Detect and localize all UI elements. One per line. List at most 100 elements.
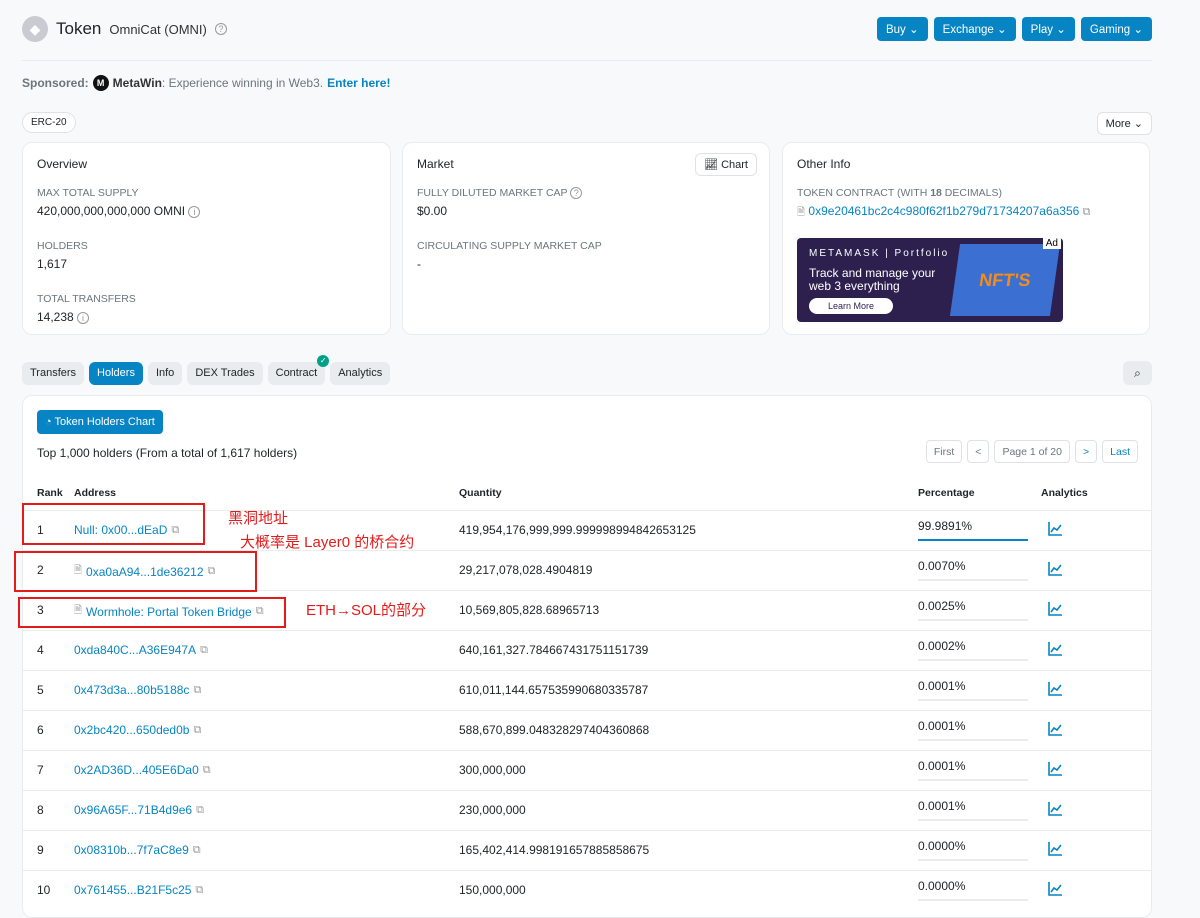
- rank: 4: [37, 643, 44, 657]
- tab-info[interactable]: Info: [147, 362, 183, 385]
- table-row: 10 0x761455...B21F5c25 ⧉ 150,000,000 0.00…: [23, 870, 1151, 910]
- analytics-chart-icon[interactable]: [1047, 681, 1063, 700]
- analytics-chart-icon[interactable]: [1047, 841, 1063, 860]
- last-page-button[interactable]: Last: [1102, 440, 1138, 463]
- annotation-text: 大概率是 Layer0 的桥合约: [240, 534, 415, 551]
- exchange-button[interactable]: Exchange ⌄: [933, 17, 1016, 41]
- table-row: 1 Null: 0x00...dEaD ⧉ 419,954,176,999,999…: [23, 510, 1151, 550]
- col-address: Address: [74, 487, 117, 499]
- page-title: Token: [56, 19, 102, 38]
- table-row: 3 🗎 Wormhole: Portal Token Bridge ⧉ 10,569…: [23, 590, 1151, 630]
- address-link[interactable]: 0x761455...B21F5c25: [74, 883, 192, 897]
- first-page-button[interactable]: First: [925, 440, 963, 463]
- percentage: 0.0001%: [918, 799, 1028, 821]
- address-cell: 0x2AD36D...405E6Da0 ⧉: [74, 763, 211, 777]
- address-link[interactable]: 0x473d3a...80b5188c: [74, 683, 190, 697]
- address-link[interactable]: 0x08310b...7f7aC8e9: [74, 843, 189, 857]
- tab-contract[interactable]: Contract ✓: [267, 355, 330, 385]
- analytics-chart-icon[interactable]: [1047, 801, 1063, 820]
- other-info-title: Other Info: [797, 157, 851, 171]
- table-row: 7 0x2AD36D...405E6Da0 ⧉ 300,000,000 0.000…: [23, 750, 1151, 790]
- copy-icon[interactable]: ⧉: [171, 523, 180, 536]
- copy-icon[interactable]: ⧉: [195, 883, 204, 896]
- token-holders-chart-button[interactable]: ◔ Token Holders Chart: [37, 410, 163, 434]
- fdmc-value: $0.00: [417, 204, 448, 218]
- sponsor-link[interactable]: Enter here!: [327, 76, 391, 90]
- tab-analytics[interactable]: Analytics: [330, 362, 391, 385]
- rank: 3: [37, 603, 44, 617]
- quantity: 588,670,899.048328297404360868: [459, 723, 650, 737]
- copy-icon[interactable]: ⧉: [200, 643, 208, 656]
- divider: [22, 60, 1152, 61]
- annotation-text: ETH→SOL的部分: [306, 602, 427, 619]
- address-link[interactable]: 0x2bc420...650ded0b: [74, 723, 190, 737]
- metamask-ad[interactable]: METAMASK | Portfolio Track and manage yo…: [797, 238, 1063, 322]
- transfers-value: 14,238 i: [37, 310, 376, 324]
- analytics-chart-icon[interactable]: [1047, 881, 1063, 900]
- market-card: Market 📈︎ Chart FULLY DILUTED MARKET CAP…: [402, 142, 770, 335]
- col-quantity: Quantity: [459, 487, 502, 499]
- other-info-card: Other Info TOKEN CONTRACT (WITH 18 DECIM…: [782, 142, 1150, 335]
- contract-row: 🗎 0x9e20461bc2c4c980f62f1b279d71734207a6…: [797, 204, 1135, 222]
- copy-icon[interactable]: ⧉: [207, 565, 216, 577]
- percentage: 99.9891%: [918, 519, 1028, 541]
- tab-transfers[interactable]: Transfers: [22, 362, 85, 385]
- copy-icon[interactable]: ⧉: [193, 683, 202, 696]
- tab-holders[interactable]: Holders: [89, 362, 143, 385]
- page-header: ◆ Token OmniCat (OMNI) ?: [22, 16, 227, 42]
- prev-page-button[interactable]: <: [967, 440, 990, 463]
- copy-icon[interactable]: ⧉: [1082, 206, 1091, 218]
- address-cell: 0x96A65F...71B4d9e6 ⧉: [74, 803, 204, 817]
- percentage: 0.0001%: [918, 679, 1028, 701]
- table-row: 5 0x473d3a...80b5188c ⧉ 610,011,144.65753…: [23, 670, 1151, 710]
- rank: 1: [37, 523, 44, 537]
- chart-button[interactable]: 📈︎ Chart: [695, 153, 757, 176]
- percentage: 0.0000%: [918, 839, 1028, 861]
- address-link[interactable]: Wormhole: Portal Token Bridge: [86, 604, 252, 619]
- quantity: 230,000,000: [459, 803, 526, 817]
- tab-dex-trades[interactable]: DEX Trades: [187, 362, 263, 385]
- analytics-chart-icon[interactable]: [1047, 601, 1063, 620]
- sponsored-banner: Sponsored: M MetaWin: Experience winning…: [22, 75, 390, 91]
- address-link[interactable]: Null: 0x00...dEaD: [74, 523, 168, 537]
- verified-check-icon: ✓: [317, 355, 330, 367]
- table-row: 9 0x08310b...7f7aC8e9 ⧉ 165,402,414.99819…: [23, 830, 1151, 870]
- copy-icon[interactable]: ⧉: [193, 723, 202, 736]
- buy-button[interactable]: Buy ⌄: [876, 17, 928, 41]
- ad-brand: METAMASK | Portfolio: [809, 248, 950, 259]
- copy-icon[interactable]: ⧉: [196, 803, 204, 816]
- search-button[interactable]: ⌕: [1123, 361, 1152, 385]
- help-icon[interactable]: ?: [214, 23, 227, 35]
- table-row: 6 0x2bc420...650ded0b ⧉ 588,670,899.04832…: [23, 710, 1151, 750]
- ad-artwork: NFT'S: [949, 244, 1061, 316]
- chart-icon: 📈︎: [704, 159, 719, 171]
- analytics-chart-icon[interactable]: [1047, 561, 1063, 580]
- next-page-button[interactable]: >: [1075, 440, 1098, 463]
- ad-text: Track and manage your web 3 everything: [809, 266, 936, 293]
- contract-link[interactable]: 0x9e20461bc2c4c980f62f1b279d71734207a6a3…: [808, 204, 1080, 218]
- annotation-box: [14, 551, 257, 592]
- copy-icon[interactable]: ⧉: [192, 843, 201, 856]
- copy-icon[interactable]: ⧉: [202, 763, 211, 776]
- analytics-chart-icon[interactable]: [1047, 521, 1063, 540]
- col-rank: Rank: [37, 487, 63, 499]
- address-link[interactable]: 0xda840C...A36E947A: [74, 643, 197, 657]
- address-link[interactable]: 0x96A65F...71B4d9e6: [74, 803, 193, 817]
- analytics-chart-icon[interactable]: [1047, 721, 1063, 740]
- table-row: 4 0xda840C...A36E947A ⧉ 640,161,327.78466…: [23, 630, 1151, 670]
- address-link[interactable]: 0xa0aA94...1de36212: [86, 564, 204, 579]
- sponsor-brand: MetaWin: [112, 76, 162, 90]
- percentage: 0.0001%: [918, 719, 1028, 741]
- copy-icon[interactable]: ⧉: [255, 605, 264, 617]
- col-analytics: Analytics: [1041, 487, 1088, 499]
- analytics-chart-icon[interactable]: [1047, 761, 1063, 780]
- annotation-text: 黑洞地址: [228, 510, 289, 527]
- table-row: 8 0x96A65F...71B4d9e6 ⧉ 230,000,000 0.000…: [23, 790, 1151, 830]
- analytics-chart-icon[interactable]: [1047, 641, 1063, 660]
- ad-cta-button[interactable]: Learn More: [809, 298, 893, 314]
- play-button[interactable]: Play ⌄: [1021, 17, 1075, 41]
- gaming-button[interactable]: Gaming ⌄: [1080, 17, 1152, 41]
- sponsored-label: Sponsored:: [22, 76, 89, 90]
- more-button[interactable]: More ⌄: [1096, 112, 1152, 135]
- address-link[interactable]: 0x2AD36D...405E6Da0: [74, 763, 199, 777]
